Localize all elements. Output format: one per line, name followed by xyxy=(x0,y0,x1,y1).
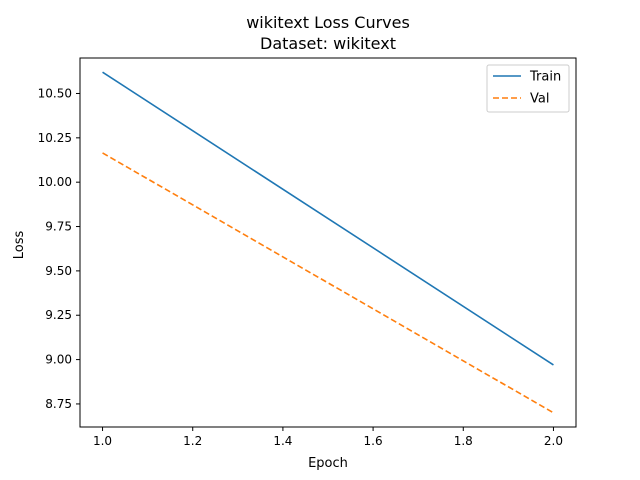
chart-subtitle: Dataset: wikitext xyxy=(260,34,396,53)
plot-area: 1.0 1.2 1.4 1.6 1.8 2.0 8.75 9.00 9.25 9.50 9.75 10… xyxy=(38,57,577,448)
y-tick-label: 10.00 xyxy=(38,175,72,189)
axes-frame xyxy=(79,57,577,428)
chart-title: wikitext Loss Curves xyxy=(246,13,410,32)
x-tick-label: 2.0 xyxy=(544,434,563,448)
y-tick-label: 9.25 xyxy=(45,308,72,322)
y-tick-label: 8.75 xyxy=(45,397,72,411)
series-line-train xyxy=(102,71,554,366)
y-tick-label: 9.00 xyxy=(45,353,72,367)
series-line-val xyxy=(102,152,554,414)
y-tick-label: 9.50 xyxy=(45,264,72,278)
legend-label-train: Train xyxy=(529,70,561,85)
y-tick-label: 9.75 xyxy=(45,220,72,234)
x-tick-label: 1.4 xyxy=(273,434,292,448)
x-axis-label: Epoch xyxy=(308,456,348,471)
x-tick-label: 1.2 xyxy=(183,434,202,448)
y-axis-label: Loss xyxy=(12,231,27,260)
x-tick-label: 1.6 xyxy=(364,434,383,448)
y-tick-label: 10.25 xyxy=(38,131,72,145)
legend-label-val: Val xyxy=(530,92,549,107)
legend: Train Val xyxy=(486,64,570,113)
x-tick-label: 1.0 xyxy=(93,434,112,448)
y-tick-label: 10.50 xyxy=(38,86,72,100)
x-tick-label: 1.8 xyxy=(454,434,473,448)
